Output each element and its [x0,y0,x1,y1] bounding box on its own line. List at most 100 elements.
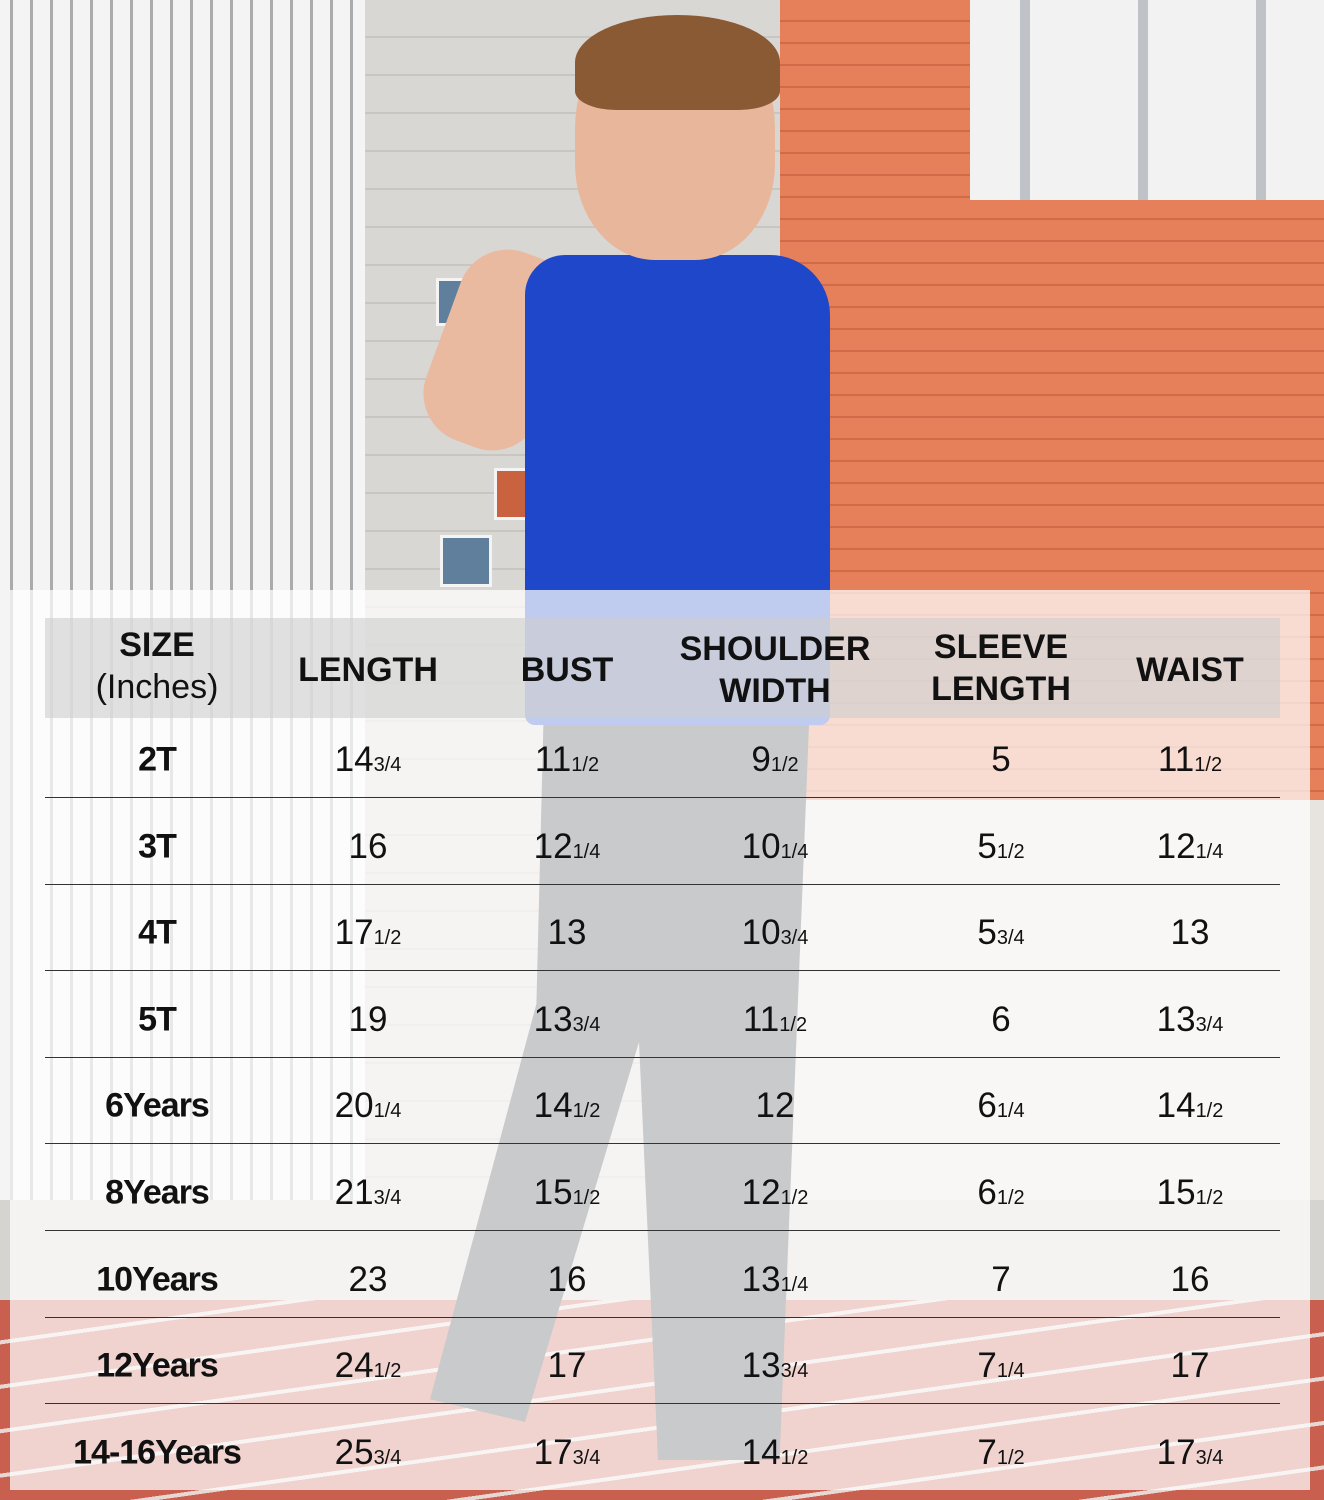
cell-bust: 16 [548,1260,587,1300]
value-fraction: 3/4 [1195,1446,1224,1469]
value-fraction: 1/2 [1195,1100,1224,1123]
header-line: SIZE [119,626,195,664]
value-whole: 14 [533,1086,573,1126]
background-white-fins [970,0,1324,200]
building-window [440,535,492,587]
cell-shoulder-width: 111/2 [743,1000,807,1040]
value-whole: 17 [533,1432,573,1472]
value-whole: 15 [1156,1173,1196,1212]
cell-length: 241/2 [335,1346,402,1386]
value-whole: 24 [334,1346,374,1386]
value-fraction: 1/2 [1194,754,1223,776]
cell-shoulder-width: 131/4 [742,1260,809,1300]
row-divider [45,1403,1280,1405]
value-fraction: 3/4 [996,927,1025,950]
row-divider [45,1230,1280,1231]
value-whole: 17 [1156,1432,1196,1472]
value-fraction: 1/2 [780,1187,809,1209]
header-line: SLEEVE [933,628,1069,666]
cell-length: 201/4 [335,1086,402,1126]
cell-length: 253/4 [335,1433,402,1473]
value-whole: 14 [334,740,374,779]
header-bust: BUST [521,649,614,691]
value-whole: 11 [742,999,780,1039]
value-fraction: 1/4 [996,1100,1025,1123]
value-fraction: 3/4 [572,1013,601,1036]
value-fraction: 1/2 [780,1446,809,1469]
value-whole: 14 [741,1432,781,1472]
cell-length: 23 [349,1260,388,1300]
value-fraction: 1/2 [572,1187,601,1209]
value-fraction: 1/4 [780,1273,809,1296]
cell-sleeve-length: 71/2 [977,1433,1024,1473]
value-whole: 7 [977,1432,997,1472]
value-fraction: 1/2 [779,1013,808,1036]
header-line: LENGTH [931,670,1071,708]
cell-shoulder-width: 91/2 [751,740,798,780]
value-fraction: 1/2 [572,1100,601,1123]
header-shoulder-width: SHOULDER WIDTH [680,628,871,712]
value-whole: 10 [741,826,781,866]
model-hair [575,15,780,110]
cell-shoulder-width: 133/4 [742,1346,809,1386]
cell-shoulder-width: 101/4 [742,827,809,867]
cell-bust: 17 [548,1346,587,1386]
value-whole: 13 [547,913,587,953]
row-divider [45,970,1280,972]
cell-waist: 16 [1171,1260,1210,1300]
size-label: 8Years [105,1173,210,1212]
cell-sleeve-length: 7 [991,1260,1010,1300]
value-fraction: 1/2 [1195,1187,1224,1209]
value-whole: 16 [547,1259,587,1299]
value-fraction: 3/4 [373,1446,402,1469]
header-sleeve-length: SLEEVE LENGTH [931,626,1071,710]
value-fraction: 1/4 [996,1360,1025,1383]
cell-shoulder-width: 121/2 [742,1173,809,1213]
value-fraction: 1/2 [373,1360,402,1383]
cell-waist: 121/4 [1157,827,1224,867]
header-line: (Inches) [95,668,219,706]
value-whole: 17 [334,913,374,953]
value-fraction: 1/4 [572,840,601,863]
value-whole: 14 [1156,1086,1196,1126]
value-fraction: 1/2 [373,927,402,950]
cell-waist: 151/2 [1157,1173,1224,1213]
cell-length: 143/4 [335,740,402,780]
value-fraction: 1/2 [996,840,1025,863]
value-whole: 19 [348,999,388,1039]
cell-bust: 133/4 [534,1000,601,1040]
cell-length: 19 [349,1000,388,1040]
cell-bust: 111/2 [535,740,599,780]
cell-length: 213/4 [335,1173,402,1213]
cell-sleeve-length: 61/4 [977,1086,1024,1126]
cell-waist: 111/2 [1158,740,1222,780]
header-size: SIZE (Inches) [96,624,219,708]
value-whole: 12 [755,1086,795,1126]
header-line: WAIST [1136,651,1244,689]
value-whole: 17 [547,1346,587,1386]
cell-bust: 151/2 [534,1173,601,1213]
cell-sleeve-length: 5 [991,740,1010,780]
value-whole: 13 [1170,913,1210,953]
cell-waist: 13 [1171,913,1210,953]
row-divider [45,883,1280,885]
size-label: 3T [138,827,177,866]
value-fraction: 1/2 [571,754,600,776]
value-whole: 23 [348,1259,388,1299]
size-label: 12Years [96,1346,219,1385]
row-divider [45,1316,1280,1318]
size-label: 14-16Years [73,1433,242,1472]
value-whole: 11 [534,740,572,779]
cell-bust: 121/4 [534,827,601,867]
value-fraction: 3/4 [572,1446,601,1469]
cell-waist: 133/4 [1157,1000,1224,1040]
value-fraction: 3/4 [1195,1013,1224,1036]
cell-waist: 173/4 [1157,1433,1224,1473]
cell-sleeve-length: 61/2 [977,1173,1024,1213]
value-fraction: 1/4 [373,1100,402,1123]
cell-waist: 17 [1171,1346,1210,1386]
header-line: LENGTH [298,651,438,689]
value-fraction: 1/2 [770,754,799,776]
header-line: WIDTH [719,672,831,710]
value-whole: 6 [977,1173,997,1212]
